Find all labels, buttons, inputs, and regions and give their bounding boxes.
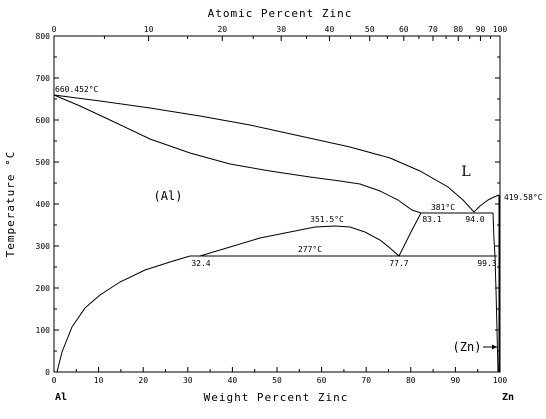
top-tick-label: 70 (428, 25, 438, 34)
left-tick-label: 700 (36, 74, 51, 83)
left-tick-label: 500 (36, 158, 51, 167)
top-tick-label: 50 (365, 25, 375, 34)
al-solvus (56, 255, 191, 373)
bottom-tick-label: 10 (94, 376, 104, 385)
phase-boundaries (53, 94, 500, 373)
zn-end-label: Zn (502, 392, 514, 403)
top-tick-label: 30 (276, 25, 286, 34)
bottom-tick-label: 20 (138, 376, 148, 385)
left-tick-label: 400 (36, 200, 51, 209)
left-tick-label: 600 (36, 116, 51, 125)
top-axis-tick-labels: 0 10 20 30 40 50 60 70 80 90 100 (52, 25, 508, 34)
top-tick-label: 10 (144, 25, 154, 34)
bottom-tick-label: 90 (451, 376, 461, 385)
zn-solid-phase-label: (Zn) (453, 340, 482, 354)
bottom-tick-label: 40 (228, 376, 238, 385)
bottom-tick-label: 70 (361, 376, 371, 385)
top-tick-label: 60 (399, 25, 409, 34)
solidus-al-side (53, 94, 422, 214)
eutectoid-right-composition: 99.3 (477, 259, 496, 268)
top-tick-label: 0 (52, 25, 57, 34)
bottom-tick-label: 80 (406, 376, 416, 385)
top-tick-label: 40 (325, 25, 335, 34)
eutectic-composition: 94.0 (465, 215, 484, 224)
al-solid-phase-label: (Al) (154, 189, 183, 203)
miscibility-gap (199, 212, 422, 257)
liquidus-al-side (53, 94, 475, 213)
liquid-phase-label: L (461, 164, 470, 180)
eutectoid-temperature-label: 277°C (298, 245, 322, 254)
al-end-label: Al (55, 392, 67, 403)
top-axis-title: Atomic Percent Zinc (208, 7, 353, 20)
left-tick-label: 100 (36, 326, 51, 335)
zn-solvus (492, 212, 499, 373)
left-tick-label: 800 (36, 32, 51, 41)
bottom-tick-label: 0 (52, 376, 57, 385)
left-tick-label: 0 (45, 368, 50, 377)
monotectoid-top-label: 351.5°C (310, 215, 344, 224)
top-tick-label: 90 (476, 25, 486, 34)
left-axis-tick-labels: 0 100 200 300 400 500 600 700 800 (36, 32, 51, 377)
bottom-tick-label: 50 (272, 376, 282, 385)
eutectic-temperature-label: 381°C (431, 203, 455, 212)
left-tick-label: 200 (36, 284, 51, 293)
top-tick-label: 80 (453, 25, 463, 34)
liquidus-zn-side (473, 194, 500, 213)
bottom-tick-label: 30 (183, 376, 193, 385)
top-tick-label: 100 (493, 25, 508, 34)
bottom-axis-tick-labels: 0 10 20 30 40 50 60 70 80 90 100 (52, 376, 508, 385)
top-tick-label: 20 (217, 25, 227, 34)
bottom-tick-label: 60 (317, 376, 327, 385)
eutectic-al-composition: 83.1 (422, 215, 441, 224)
left-axis-title: Temperature °C (4, 151, 17, 258)
eutectoid-composition: 77.7 (389, 259, 408, 268)
bottom-axis-title: Weight Percent Zinc (204, 391, 349, 404)
zn-melting-point-label: 419.58°C (504, 193, 543, 202)
zn-phase-arrowhead (492, 344, 497, 350)
left-tick-label: 300 (36, 242, 51, 251)
bottom-tick-label: 100 (493, 376, 508, 385)
eutectoid-left-composition: 32.4 (191, 259, 210, 268)
al-melting-point-label: 660.452°C (55, 85, 99, 94)
